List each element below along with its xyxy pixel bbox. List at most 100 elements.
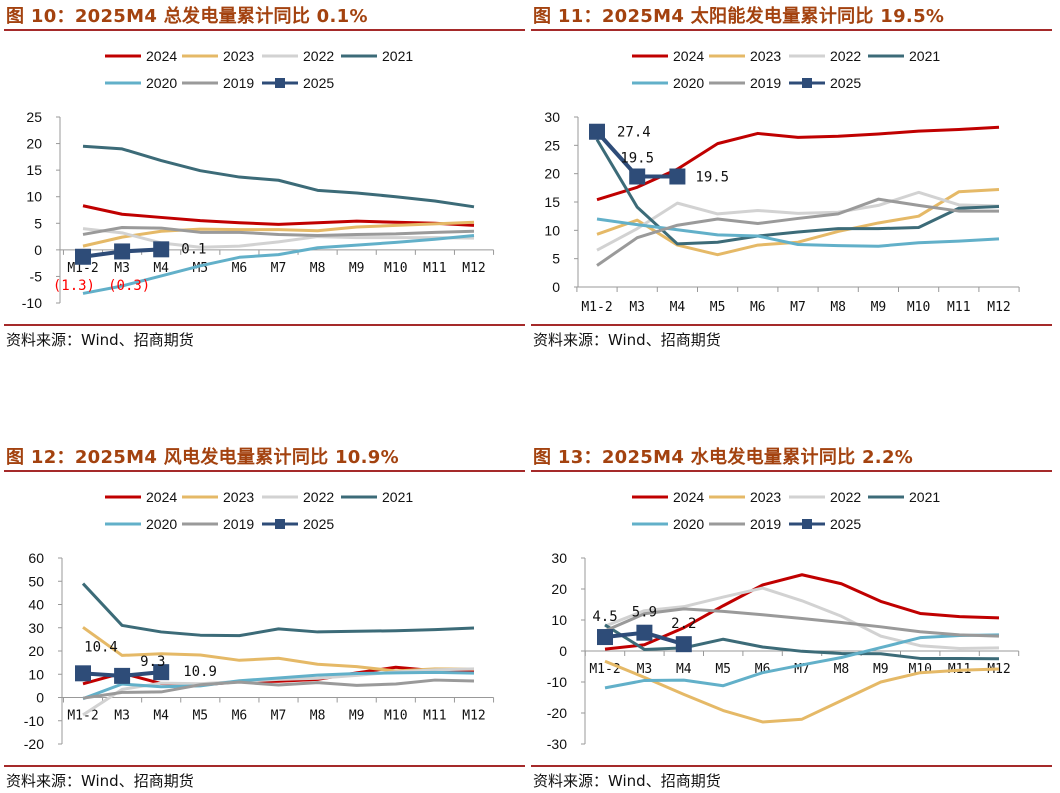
point-2025: [629, 168, 646, 185]
legend-marker-2025: [275, 78, 285, 88]
legend-label-2024: 2024: [146, 48, 177, 64]
x-tick-label: M5: [192, 709, 208, 724]
x-tick-label: M9: [871, 300, 887, 315]
point-2025: [597, 629, 613, 646]
title-rule: [4, 29, 525, 31]
point-2025: [114, 243, 131, 260]
legend-label-2023: 2023: [750, 48, 781, 64]
y-tick-label: 30: [28, 620, 44, 636]
x-tick-label: M3: [114, 709, 130, 724]
source-note: 资料来源：Wind、招商期货: [533, 772, 721, 790]
legend-label-2023: 2023: [750, 489, 781, 505]
data-label-2025: 10.4: [84, 639, 118, 655]
y-tick-label: -10: [24, 713, 44, 729]
point-2025: [75, 248, 91, 265]
x-tick-label: M4: [153, 261, 169, 276]
y-tick-label: 5: [34, 215, 42, 231]
series-line-2024: [604, 573, 1000, 651]
x-tick-label: M10: [384, 261, 407, 276]
series-line-2019: [596, 197, 999, 267]
x-tick-label: M12: [462, 709, 485, 724]
point-2025: [636, 624, 653, 641]
y-tick-label: 5: [552, 251, 560, 267]
y-tick-label: 0: [559, 643, 567, 659]
source-rule: [531, 765, 1052, 767]
legend-label-2024: 2024: [673, 48, 704, 64]
series-line-2019: [82, 678, 475, 700]
chart-title: 图 12：2025M4 风电发电量累计同比 10.9%: [6, 447, 399, 468]
data-label-2025: 5.9: [632, 605, 657, 621]
y-tick-label: -5: [30, 268, 43, 284]
series-line-2022: [596, 190, 1000, 252]
point-2025: [589, 123, 605, 140]
chart-panel-wind: 图 12：2025M4 风电发电量累计同比 10.9% 2024 2023 2022…: [0, 441, 527, 790]
y-tick-label: 20: [28, 643, 44, 659]
legend-label-2025: 2025: [303, 516, 334, 532]
series-line-2021: [595, 138, 1000, 246]
x-tick-label: M8: [310, 709, 326, 724]
legend-label-2020: 2020: [146, 75, 177, 91]
chart-wind-generation: 2024 2023 2022 2021 2020 2019 2025 60 50 40 30 20 10…: [24, 489, 495, 752]
x-tick-label: M8: [830, 300, 846, 315]
data-label-2025: 2.2: [671, 616, 696, 632]
legend-label-2020: 2020: [673, 75, 704, 91]
x-tick-label: M7: [271, 261, 287, 276]
y-tick-label: 60: [28, 550, 44, 566]
x-tick-label: M4: [670, 300, 686, 315]
y-tick-label: 10: [26, 189, 42, 205]
series-line-2020: [82, 234, 475, 295]
x-tick-label: M6: [232, 261, 248, 276]
legend-label-2024: 2024: [673, 489, 704, 505]
y-tick-label: -30: [547, 736, 567, 752]
series-line-2019: [82, 226, 475, 238]
y-tick-label: -10: [22, 295, 42, 311]
x-tick-label: M3: [629, 300, 645, 315]
legend-label-2021: 2021: [382, 48, 413, 64]
x-tick-label: M5: [715, 662, 731, 677]
legend-marker-2025: [275, 519, 285, 529]
legend-label-2020: 2020: [673, 516, 704, 532]
point-2025: [153, 664, 170, 681]
legend-label-2021: 2021: [382, 489, 413, 505]
data-label-2025: 27.4: [617, 125, 651, 141]
series-line-2023: [604, 659, 1000, 724]
y-tick-label: 20: [26, 136, 42, 152]
y-tick-label: 0: [552, 279, 560, 295]
y-tick-label: 0: [34, 242, 42, 258]
title-rule: [531, 470, 1052, 472]
y-tick-label: 50: [28, 573, 44, 589]
data-label-2025: 9.3: [140, 654, 165, 670]
y-tick-label: 15: [544, 194, 560, 210]
series-line-2019: [604, 607, 1000, 638]
x-tick-label: M6: [232, 709, 248, 724]
chart-hydro-generation: 2024 2023 2022 2021 2020 2019 2025 30 20 10 0 -10 -2…: [547, 489, 1020, 752]
chart-title: 图 10：2025M4 总发电量累计同比 0.1%: [6, 6, 368, 27]
data-label-2025: 10.9: [183, 664, 217, 680]
series-line-2024: [82, 204, 475, 227]
x-tick-label: M12: [462, 261, 485, 276]
chart-total-generation: 2024 2023 2022 2021 2020 2019 2025 25 20 15 10 5 0 -5…: [22, 48, 495, 311]
y-tick-label: 10: [28, 666, 44, 682]
x-tick-label: M10: [907, 300, 930, 315]
x-tick-label: M1-2: [67, 709, 98, 724]
chart-solar-generation: 2024 2023 2022 2021 2020 2019 2025 30 25 20 15 10 5 0…: [544, 48, 1020, 315]
legend-label-2022: 2022: [830, 48, 861, 64]
source-note: 资料来源：Wind、招商期货: [6, 772, 194, 790]
chart-title: 图 11：2025M4 太阳能发电量累计同比 19.5%: [533, 6, 945, 27]
series-line-2020: [82, 670, 475, 701]
chart-panel-hydro: 图 13：2025M4 水电发电量累计同比 2.2% 2024 2023 2022 2…: [527, 441, 1054, 790]
x-tick-label: M6: [750, 300, 766, 315]
y-tick-label: 0: [36, 690, 44, 706]
legend-label-2020: 2020: [146, 516, 177, 532]
legend-label-2019: 2019: [750, 516, 781, 532]
y-tick-label: 30: [544, 109, 560, 125]
y-tick-label: -10: [547, 674, 567, 690]
x-tick-label: M7: [790, 300, 806, 315]
y-tick-label: 20: [551, 581, 567, 597]
source-note: 资料来源：Wind、招商期货: [6, 331, 194, 349]
x-tick-label: M5: [710, 300, 726, 315]
legend-label-2019: 2019: [750, 75, 781, 91]
data-label-2025: (1.3): [53, 278, 95, 294]
series-line-2024: [596, 125, 1000, 202]
data-label-2025: (0.3): [108, 278, 150, 294]
